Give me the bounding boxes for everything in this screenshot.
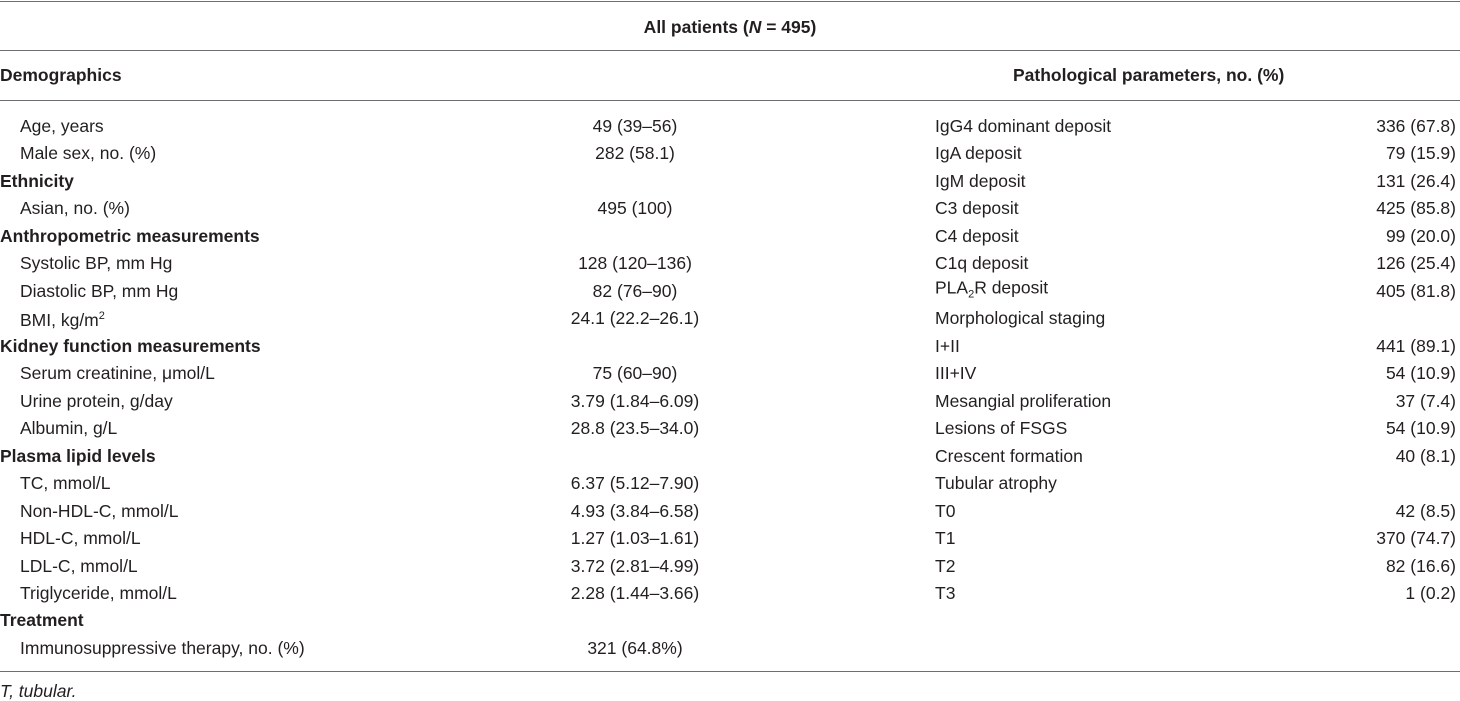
row-value: 37 (7.4) (1395, 390, 1456, 411)
row-label: Lesions of FSGS (935, 418, 1068, 439)
text-segment: PLA (935, 277, 969, 298)
row-label: PLA2R deposit (935, 277, 1048, 304)
row-label: C1q deposit (935, 253, 1029, 274)
row-value: 82 (16.6) (1385, 555, 1456, 576)
row-value: 75 (60–90) (592, 363, 678, 384)
row-value: 126 (25.4) (1376, 253, 1456, 274)
row-label: Triglyceride, mmol/L (20, 582, 177, 603)
row-value: 54 (10.9) (1385, 363, 1456, 384)
row-label: IgM deposit (935, 170, 1026, 191)
row-value: 3.72 (2.81–4.99) (570, 555, 700, 576)
top-rule (0, 1, 1460, 2)
row-label: Age, years (20, 116, 104, 136)
row-value: 49 (39–56) (592, 116, 678, 136)
subheader-rule (0, 100, 1460, 101)
text-segment: 2 (968, 288, 975, 301)
row-value: 128 (120–136) (578, 253, 692, 274)
row-label: Male sex, no. (%) (20, 143, 157, 164)
row-value: 425 (85.8) (1376, 198, 1456, 219)
section-title: Anthropometric measurements (0, 225, 260, 246)
section-title: Treatment (0, 610, 84, 631)
row-value: 1.27 (1.03–1.61) (570, 528, 700, 549)
row-label: Mesangial proliferation (935, 390, 1112, 411)
row-value: 495 (100) (597, 198, 673, 219)
row-value: 42 (8.5) (1395, 500, 1456, 521)
row-label: T0 (935, 500, 956, 521)
section-title: Plasma lipid levels (0, 445, 156, 466)
row-label: IgG4 dominant deposit (935, 116, 1112, 136)
column-header: Pathological parameters, no. (%) (1013, 65, 1285, 85)
section-title: Kidney function measurements (0, 335, 261, 356)
row-value: 82 (76–90) (592, 280, 678, 301)
row-value: 370 (74.7) (1376, 528, 1456, 549)
row-label: Albumin, g/L (20, 418, 118, 439)
text-segment: BMI, kg/m (20, 310, 99, 331)
row-value: 441 (89.1) (1376, 335, 1456, 356)
text-segment: N (748, 17, 762, 37)
row-value: 54 (10.9) (1385, 418, 1456, 439)
row-label: T1 (935, 528, 956, 549)
row-label: Tubular atrophy (935, 473, 1057, 494)
row-label: LDL-C, mmol/L (20, 555, 138, 576)
header-rule (0, 50, 1460, 51)
row-label: T2 (935, 555, 956, 576)
text-segment: 2 (98, 310, 105, 323)
row-value: 4.93 (3.84–6.58) (570, 500, 700, 521)
row-value: 405 (81.8) (1376, 280, 1456, 301)
row-label: I+II (935, 335, 960, 356)
row-value: 24.1 (22.2–26.1) (570, 308, 700, 329)
row-value: 321 (64.8%) (587, 637, 683, 658)
row-label: Systolic BP, mm Hg (20, 253, 173, 274)
row-label: Immunosuppressive therapy, no. (%) (20, 637, 305, 658)
row-label: BMI, kg/m2 (20, 306, 105, 330)
row-label: Serum creatinine, μmol/L (20, 363, 215, 384)
text-segment: = 495) (761, 17, 817, 37)
row-label: III+IV (935, 363, 977, 384)
column-header: Demographics (0, 65, 122, 85)
row-label: Morphological staging (935, 308, 1106, 329)
section-title: Ethnicity (0, 170, 74, 191)
row-label: C4 deposit (935, 225, 1019, 246)
row-value: 131 (26.4) (1376, 170, 1456, 191)
row-label: Urine protein, g/day (20, 390, 173, 411)
row-label: C3 deposit (935, 198, 1019, 219)
row-value: 3.79 (1.84–6.09) (570, 390, 700, 411)
text-segment: All patients ( (643, 17, 749, 37)
row-label: IgA deposit (935, 143, 1022, 164)
row-label: Diastolic BP, mm Hg (20, 280, 179, 301)
row-label: HDL-C, mmol/L (20, 528, 141, 549)
text-segment: R deposit (974, 277, 1049, 298)
row-value: 79 (15.9) (1385, 143, 1456, 164)
row-value: 1 (0.2) (1405, 582, 1456, 603)
row-value: 99 (20.0) (1385, 225, 1456, 246)
row-label: Asian, no. (%) (20, 198, 130, 219)
bottom-rule (0, 671, 1460, 672)
row-value: 40 (8.1) (1395, 445, 1456, 466)
row-value: 2.28 (1.44–3.66) (570, 582, 700, 603)
row-value: 282 (58.1) (595, 143, 675, 164)
footnote: T, tubular. (0, 681, 77, 701)
row-value: 6.37 (5.12–7.90) (570, 473, 700, 494)
table-title: All patients (N = 495) (644, 17, 817, 37)
row-value: 336 (67.8) (1376, 116, 1456, 136)
row-label: T3 (935, 582, 956, 603)
row-value: 28.8 (23.5–34.0) (570, 418, 700, 439)
row-label: Non-HDL-C, mmol/L (20, 500, 179, 521)
row-label: TC, mmol/L (20, 473, 111, 494)
row-label: Crescent formation (935, 445, 1083, 466)
